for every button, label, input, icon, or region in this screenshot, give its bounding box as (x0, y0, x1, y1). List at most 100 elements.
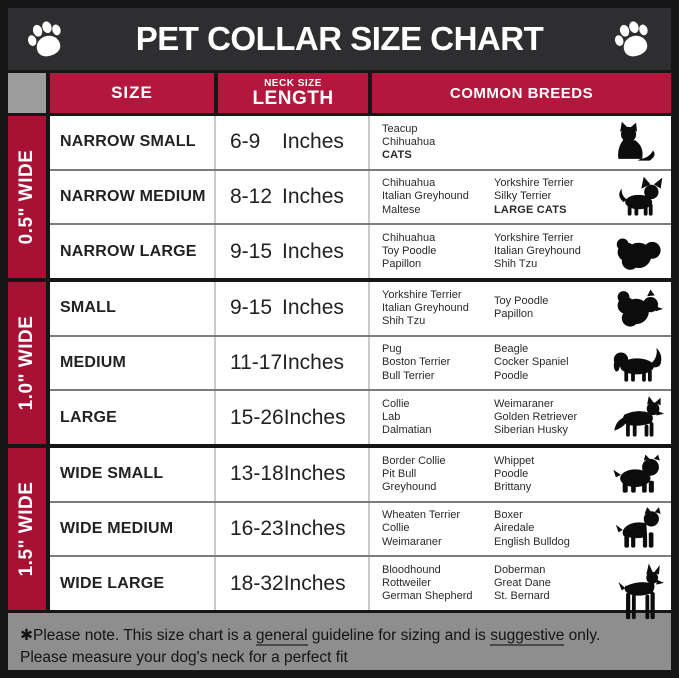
size-cell: NARROW LARGE (50, 225, 214, 278)
breed-name: Pit Bull (382, 467, 417, 480)
neck-unit: Inches (282, 185, 344, 208)
table-row: LARGE 15-26 Inches Collie Lab Dalmatian Weimar… (50, 389, 671, 445)
breed-name: Weimaraner (382, 535, 442, 548)
table-row: MEDIUM 11-17 Inches Pug Boston Terrier Bull T… (50, 334, 671, 390)
neck-unit: Inches (283, 517, 346, 540)
neck-range: 9-15 (230, 239, 273, 263)
breed-name: Beagle (494, 343, 529, 356)
breeds-cell: Chihuahua Toy Poodle Papillon Yorkshire Ter… (368, 225, 671, 279)
footer-text: guideline for sizing and is (307, 627, 491, 644)
breed-name: Bull Terrier (382, 369, 435, 382)
breed-name: Bloodhound (382, 563, 441, 576)
size-cell: LARGE (50, 391, 214, 444)
breeds-cell: Teacup Chihuahua CATS (368, 116, 671, 169)
breeds-cell: Pug Boston Terrier Bull Terrier Beagle Cocke… (368, 336, 671, 390)
neck-range: 15-26 (230, 405, 284, 429)
breed-name: Weimaraner (494, 397, 554, 410)
length-cell: 15-26 Inches (214, 391, 368, 445)
breed-name: Chihuahua (382, 135, 436, 148)
breed-name: Dalmatian (382, 424, 432, 437)
size-label: NARROW MEDIUM (60, 188, 206, 205)
breed-name: Boxer (494, 509, 523, 522)
breed-name: Lab (382, 411, 401, 424)
breed-name: Toy Poodle (382, 245, 437, 258)
asterisk: ✱ (20, 627, 33, 644)
length-cell: 13-18 Inches (214, 448, 368, 501)
length-cell: 9-15 Inches (214, 225, 368, 279)
breed-name: Teacup (382, 122, 418, 135)
breed-name: Shih Tzu (382, 314, 426, 327)
breed-name: Yorkshire Terrier (382, 288, 462, 301)
length-cell: 8-12 Inches (214, 170, 368, 224)
header-common-breeds: COMMON BREEDS (372, 73, 671, 113)
width-band: 1.0" WIDE (8, 282, 50, 444)
breed-name: Whippet (494, 454, 535, 467)
boxer-icon (610, 506, 666, 552)
size-group: 1.5" WIDE WIDE SMALL 13-18 Inches Border Col… (8, 448, 671, 619)
size-cell: WIDE LARGE (50, 557, 214, 610)
neck-unit: Inches (282, 351, 345, 374)
neck-unit: Inches (282, 130, 344, 154)
neck-range: 6-9 (230, 130, 261, 154)
doberman-icon (610, 561, 666, 619)
size-label: WIDE MEDIUM (60, 520, 174, 537)
breed-name: Wheaten Terrier (382, 509, 461, 522)
width-band-label: 1.0" WIDE (16, 315, 37, 411)
table-row: NARROW MEDIUM 8-12 Inches Chihuahua Italian … (50, 168, 671, 224)
table-header-row: SIZE NECK SIZE LENGTH COMMON BREEDS (8, 73, 671, 113)
breed-name: Papillon (382, 258, 422, 271)
neck-range: 9-15 (230, 296, 273, 320)
size-label: MEDIUM (60, 354, 127, 371)
page-title: PET COLLAR SIZE CHART (135, 20, 544, 57)
neck-unit: Inches (283, 405, 346, 429)
shih-tzu-icon (610, 229, 666, 275)
size-label: SMALL (60, 299, 117, 317)
breed-name: Silky Terrier (494, 190, 552, 203)
size-group: 1.0" WIDE SMALL 9-15 Inches Yorkshire Terrie… (8, 282, 671, 445)
footer-note: ✱Please note. This size chart is a gener… (8, 613, 671, 670)
size-label: WIDE SMALL (60, 465, 164, 483)
footer-note-line-2: Please measure your dog's neck for a per… (20, 649, 348, 666)
paw-icon (27, 21, 61, 57)
width-band-label: 1.5" WIDE (16, 481, 37, 577)
neck-range: 18-32 (230, 571, 284, 595)
table-row: NARROW SMALL 6-9 Inches Teacup Chihuahua CATS (50, 116, 671, 169)
header-neck-size-length: NECK SIZE LENGTH (218, 73, 368, 113)
breeds-cell: Yorkshire Terrier Italian Greyhound Shih T… (368, 282, 671, 335)
length-cell: 9-15 Inches (214, 282, 368, 335)
size-cell: NARROW MEDIUM (50, 171, 214, 224)
neck-range: 16-23 (230, 517, 284, 540)
breed-name: Toy Poodle (494, 295, 549, 308)
breeds-cell: Collie Lab Dalmatian Weimaraner Golden Retri… (368, 391, 671, 445)
neck-range: 11-17 (230, 351, 283, 374)
length-cell: 6-9 Inches (214, 116, 368, 169)
breed-name: Doberman (494, 563, 546, 576)
width-band: 0.5" WIDE (8, 116, 50, 278)
size-chart-inner: PET COLLAR SIZE CHART SIZE NECK SIZE LEN… (8, 8, 671, 670)
neck-unit: Inches (282, 296, 344, 320)
neck-range: 8-12 (230, 185, 273, 208)
neck-unit: Inches (283, 462, 346, 486)
pit-bull-icon (610, 451, 666, 497)
size-label: NARROW SMALL (60, 133, 196, 151)
header-corner-cell (8, 73, 46, 113)
breed-name: Yorkshire Terrier (494, 177, 574, 190)
header-length-label: LENGTH (252, 87, 334, 109)
breed-name: Chihuahua (382, 231, 436, 244)
breed-name: Boston Terrier (382, 356, 451, 369)
breed-name: CATS (382, 148, 412, 161)
length-cell: 11-17 Inches (214, 336, 368, 390)
breed-name: Cocker Spaniel (494, 356, 569, 369)
neck-unit: Inches (283, 571, 346, 595)
footer-underlined-word: general (255, 627, 308, 646)
neck-range: 13-18 (230, 462, 284, 486)
chihuahua-icon (610, 174, 666, 220)
footer-note-line-1: ✱Please note. This size chart is a gener… (20, 625, 659, 647)
beagle-icon (610, 340, 666, 386)
size-cell: WIDE MEDIUM (50, 503, 214, 556)
pomeranian-icon (610, 285, 666, 331)
header-neck-size-label: NECK SIZE (264, 77, 322, 89)
breed-name: St. Bernard (494, 590, 550, 603)
breed-name: LARGE CATS (494, 203, 567, 216)
